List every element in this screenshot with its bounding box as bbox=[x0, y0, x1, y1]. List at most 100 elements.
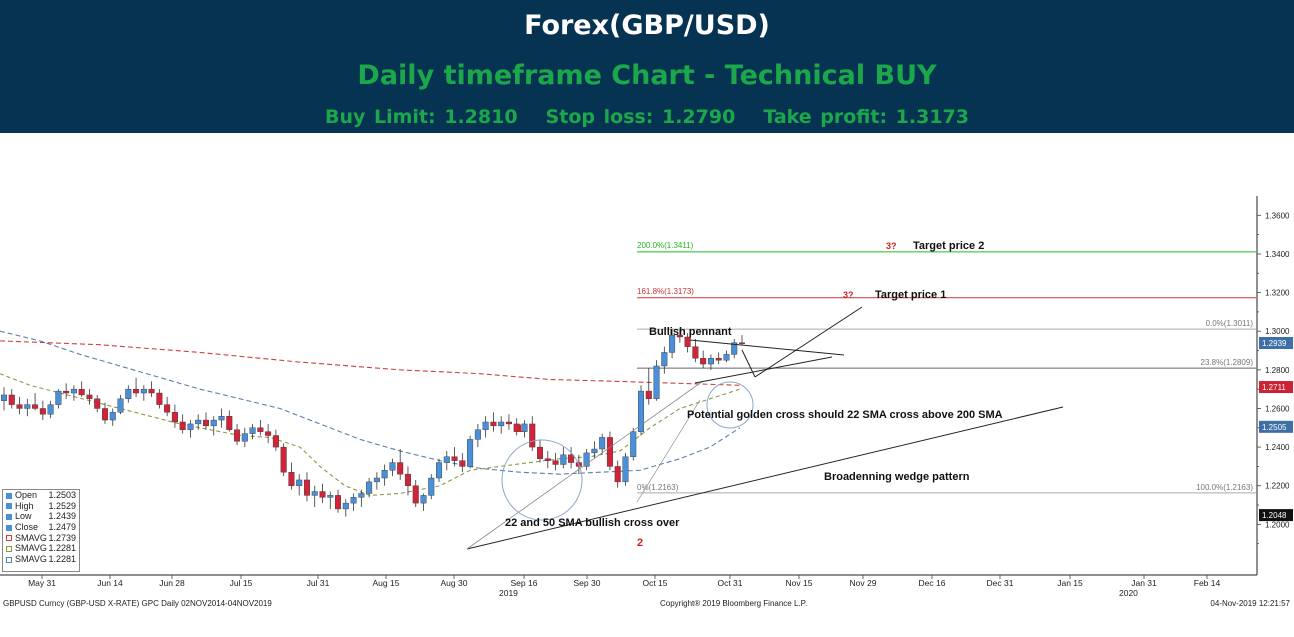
take-profit-label: Take profit: 1.3173 bbox=[763, 106, 969, 128]
candle-body bbox=[125, 388, 132, 400]
candle-body bbox=[630, 431, 637, 457]
legend-item: Close 1.2479 bbox=[3, 522, 79, 533]
trade-levels: Buy Limit: 1.2810 Stop loss: 1.2790 Take p… bbox=[0, 106, 1294, 128]
price-tag-box bbox=[1259, 420, 1293, 433]
x-tick-label: Dec 16 bbox=[919, 578, 946, 588]
legend-item: SMAVG 1.2281 bbox=[3, 554, 79, 565]
page-title: Forex(GBP/USD) bbox=[524, 10, 770, 41]
candle-body bbox=[583, 452, 590, 467]
candle-body bbox=[218, 416, 225, 421]
legend-label: SMAVG bbox=[15, 554, 47, 565]
candle-body bbox=[257, 427, 264, 432]
golden-cross-circle bbox=[706, 381, 754, 429]
candle-body bbox=[544, 458, 551, 461]
x-tick-label: Jul 15 bbox=[230, 578, 253, 588]
moving-averages bbox=[0, 330, 741, 496]
mark-1: 1 bbox=[517, 423, 523, 435]
candle-body bbox=[311, 491, 318, 496]
candle-body bbox=[684, 336, 691, 347]
candle-body bbox=[513, 423, 520, 432]
candle-body bbox=[614, 466, 621, 483]
wedge-upper-line bbox=[466, 380, 704, 550]
candle-body bbox=[645, 390, 652, 400]
candle-body bbox=[700, 358, 707, 365]
x-year-label: 2020 bbox=[1119, 588, 1138, 598]
wedge-label: Broadenning wedge pattern bbox=[824, 471, 970, 483]
wedge-lower-line bbox=[466, 406, 1064, 550]
candle-body bbox=[32, 404, 39, 409]
candle-body bbox=[171, 412, 178, 423]
x-tick-label: Sep 16 bbox=[511, 578, 538, 588]
x-tick-label: Oct 15 bbox=[642, 578, 667, 588]
legend-item: SMAVG 1.2281 bbox=[3, 543, 79, 554]
candle-body bbox=[195, 419, 202, 425]
candle-body bbox=[552, 460, 559, 465]
candle-body bbox=[397, 462, 404, 475]
legend-item: Low 1.2439 bbox=[3, 511, 79, 522]
candle-body bbox=[327, 495, 334, 498]
legend-swatch bbox=[6, 492, 12, 499]
candle-body bbox=[474, 429, 481, 440]
y-tick-label: 1.3200 bbox=[1265, 289, 1290, 298]
candle-body bbox=[350, 497, 357, 504]
price-tag-box bbox=[1259, 509, 1293, 522]
legend-swatch bbox=[6, 535, 12, 542]
axes: 1.2000 1.2200 1.2400 1.2600 1.2800 1.3000 1.32… bbox=[0, 196, 1293, 598]
candle-body bbox=[521, 423, 528, 432]
candle-body bbox=[731, 342, 738, 355]
candle-body bbox=[692, 346, 699, 359]
legend-value: 1.2281 bbox=[48, 554, 76, 565]
legend-label: SMAVG bbox=[15, 532, 47, 543]
candle-body bbox=[529, 423, 536, 448]
x-tick-label: Dec 31 bbox=[987, 578, 1014, 588]
annotations: 3? Target price 2 3? Target price 1 Bullish … bbox=[466, 240, 1064, 550]
footer-copyright: Copyright® 2019 Bloomberg Finance L.P. bbox=[660, 599, 808, 608]
buy-limit-label: Buy Limit: 1.2810 bbox=[324, 106, 518, 128]
sma-cross-circle bbox=[501, 439, 583, 521]
candle-body bbox=[381, 470, 388, 479]
candle-body bbox=[482, 421, 489, 430]
legend-value: 1.2529 bbox=[48, 500, 76, 511]
candle-body bbox=[319, 491, 326, 498]
footer-source: GBPUSD Curncy (GBP-USD X-RATE) GPC Daily… bbox=[3, 599, 272, 608]
price-chart: 200.0%(1.3411) 161.8%(1.3173) 0.0%(1.3011)… bbox=[0, 196, 1293, 598]
candle-body bbox=[94, 398, 101, 409]
candle-body bbox=[187, 423, 194, 430]
candle-body bbox=[8, 394, 15, 405]
price-tag-label: 1.2711 bbox=[1262, 383, 1286, 392]
candle-body bbox=[739, 342, 746, 344]
candle-body bbox=[653, 365, 660, 400]
candle-body bbox=[202, 419, 209, 427]
candle-body bbox=[443, 456, 450, 463]
candle-body bbox=[1, 394, 7, 401]
pennant-breakout-line bbox=[741, 349, 756, 378]
candle-body bbox=[467, 439, 474, 467]
candle-body bbox=[436, 462, 443, 479]
legend-swatch bbox=[6, 556, 12, 563]
x-tick-label: Jul 31 bbox=[307, 578, 330, 588]
candle-body bbox=[296, 479, 303, 486]
candle-body bbox=[591, 448, 598, 454]
price-tag-box bbox=[1259, 336, 1293, 349]
candle-body bbox=[676, 334, 683, 338]
fibonacci-levels: 200.0%(1.3411) 161.8%(1.3173) 0.0%(1.3011)… bbox=[637, 241, 1256, 494]
legend-swatch bbox=[6, 514, 12, 520]
fib-level-label: 200.0%(1.3411) bbox=[637, 241, 694, 250]
x-tick-label: May 31 bbox=[28, 578, 56, 588]
candle-body bbox=[109, 412, 116, 421]
price-tag-label: 1.2939 bbox=[1262, 339, 1287, 348]
candle-body bbox=[280, 446, 287, 473]
x-tick-label: Jan 15 bbox=[1057, 578, 1083, 588]
candle-body bbox=[560, 454, 567, 465]
price-tag-label: 1.2048 bbox=[1262, 511, 1287, 520]
x-tick-label: Jun 28 bbox=[159, 578, 185, 588]
legend-item: Open 1.2503 bbox=[3, 490, 79, 501]
candle-body bbox=[420, 495, 427, 504]
sma-50-line bbox=[0, 330, 741, 475]
candle-body bbox=[568, 454, 575, 463]
candle-body bbox=[498, 421, 505, 427]
candle-body bbox=[622, 456, 629, 483]
price-tag-label: 1.2505 bbox=[1262, 423, 1287, 432]
candle-body bbox=[537, 446, 544, 459]
legend-item: High 1.2529 bbox=[3, 501, 79, 512]
